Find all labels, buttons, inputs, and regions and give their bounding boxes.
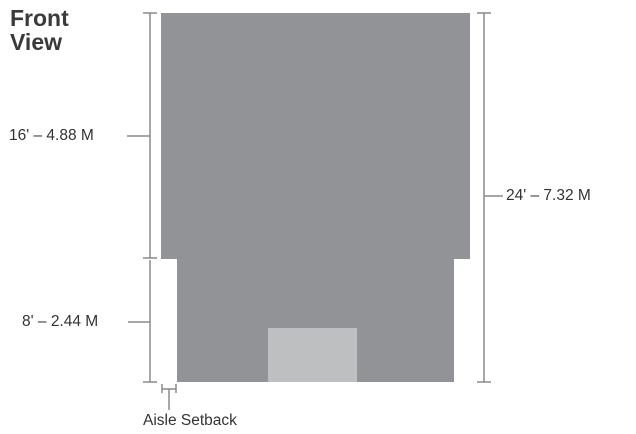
aisle-setback-label: Aisle Setback bbox=[143, 412, 237, 429]
door-opening bbox=[268, 328, 357, 382]
total-height-label: 24' – 7.32 M bbox=[506, 187, 591, 204]
total-height-dimension-line bbox=[477, 12, 503, 383]
lower-height-dimension-line bbox=[128, 260, 157, 383]
diagram-title: Front View bbox=[10, 6, 69, 54]
upper-height-dimension-line bbox=[127, 12, 157, 259]
lower-height-label: 8' – 2.44 M bbox=[22, 313, 99, 330]
aisle-setback-dimension-line bbox=[161, 384, 177, 410]
title-line-1: Front bbox=[10, 5, 69, 31]
upper-height-label: 16' – 4.88 M bbox=[9, 127, 94, 144]
upper-section bbox=[161, 13, 470, 259]
title-line-2: View bbox=[10, 29, 62, 55]
